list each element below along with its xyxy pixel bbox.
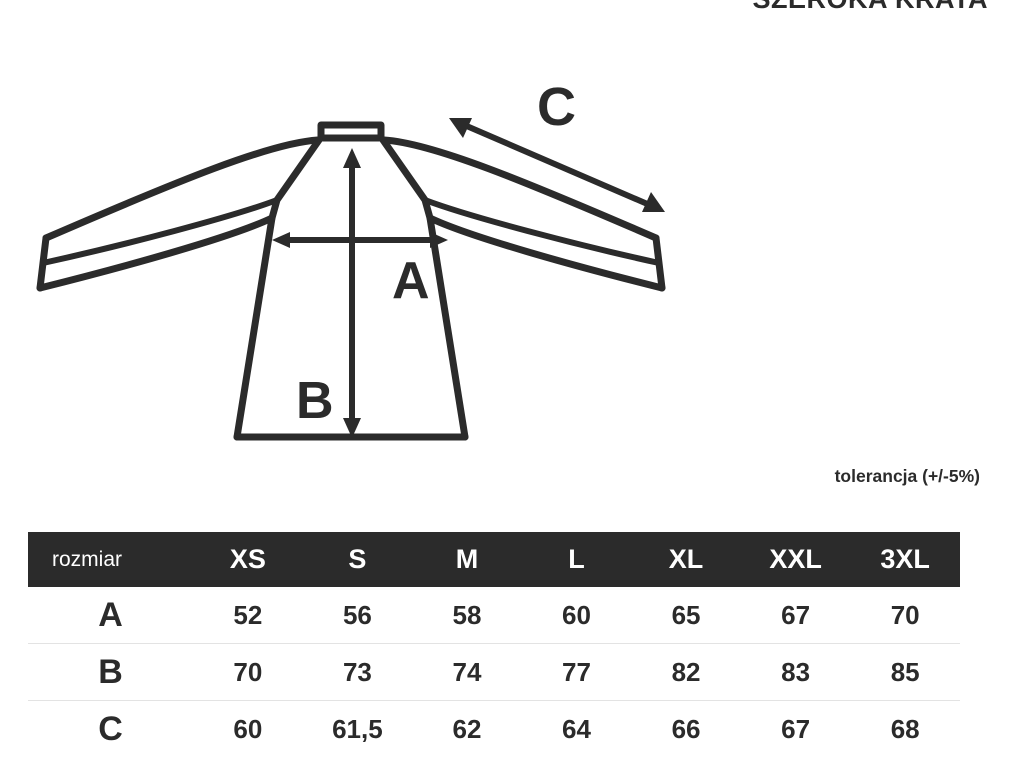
header-cell-s: S <box>348 544 367 574</box>
cell-b-xs: 70 <box>233 656 263 687</box>
label-a: A <box>392 252 430 310</box>
header-cell-m: M <box>455 544 479 574</box>
garment-diagram: A B C <box>0 60 700 460</box>
cell-c-xs: 60 <box>233 713 263 744</box>
body-left-edge <box>233 136 323 441</box>
cell-a-l: 60 <box>562 599 591 630</box>
cell-a-3xl: 70 <box>890 599 920 630</box>
row-label-a: A <box>98 595 123 634</box>
body-right-edge <box>379 136 469 441</box>
shirt-outline-icon: A B C <box>36 77 666 441</box>
header-cell-3xl: 3XL <box>880 544 930 574</box>
label-b: B <box>296 372 334 430</box>
left-sleeve-under-edge <box>36 214 276 292</box>
header-cell-xl: XL <box>668 544 704 574</box>
row-label-b: B <box>98 652 123 691</box>
header-cell-xs: XS <box>229 544 266 574</box>
right-sleeve-under-edge <box>426 214 666 292</box>
cell-c-s: 61,5 <box>332 713 383 744</box>
cell-b-s: 73 <box>342 656 372 687</box>
left-cuff-band-line <box>40 197 280 266</box>
size-table: rozmiar XS S M L XL XXL 3XL A 52 56 58 6… <box>28 532 960 757</box>
right-sleeve-top-edge <box>380 136 660 242</box>
cell-b-l: 77 <box>562 656 591 687</box>
width-arrow-icon <box>272 232 448 248</box>
cell-a-xs: 52 <box>233 599 263 630</box>
cell-a-m: 58 <box>452 599 482 630</box>
table-row: A 52 56 58 60 65 67 70 <box>28 587 960 644</box>
cell-b-xxl: 83 <box>781 656 811 687</box>
table-row: C 60 61,5 62 64 66 67 68 <box>28 701 960 758</box>
row-label-c: C <box>98 709 123 748</box>
header-cell-xxl: XXL <box>769 544 822 574</box>
sleeve-arrow-icon <box>449 118 665 212</box>
cell-b-xl: 82 <box>671 656 701 687</box>
cell-c-xl: 66 <box>671 713 701 744</box>
product-title: SZEROKA KRATA <box>753 0 989 15</box>
size-table-header: rozmiar XS S M L XL XXL 3XL <box>28 532 960 587</box>
label-c: C <box>537 77 576 137</box>
cell-b-3xl: 85 <box>890 656 920 687</box>
cell-c-3xl: 68 <box>890 713 920 744</box>
right-cuff-band-line <box>422 197 662 266</box>
cell-a-xl: 65 <box>671 599 701 630</box>
cell-a-s: 56 <box>342 599 372 630</box>
cell-c-xxl: 67 <box>781 713 811 744</box>
cell-c-m: 62 <box>452 713 482 744</box>
header-cell-l: L <box>568 544 585 574</box>
tolerance-note: tolerancja (+/-5%) <box>834 466 980 486</box>
cell-c-l: 64 <box>562 713 591 744</box>
length-arrow-icon <box>343 148 361 438</box>
table-row: B 70 73 74 77 82 83 85 <box>28 644 960 701</box>
cell-b-m: 74 <box>452 656 482 687</box>
left-sleeve-top-edge <box>42 136 322 242</box>
table-header-row: rozmiar XS S M L XL XXL 3XL <box>28 532 960 587</box>
header-cell-rozmiar: rozmiar <box>52 547 123 571</box>
collar-band <box>317 121 385 142</box>
size-table-body: A 52 56 58 60 65 67 70 B 70 73 74 77 82 … <box>28 587 960 757</box>
cell-a-xxl: 67 <box>781 599 811 630</box>
